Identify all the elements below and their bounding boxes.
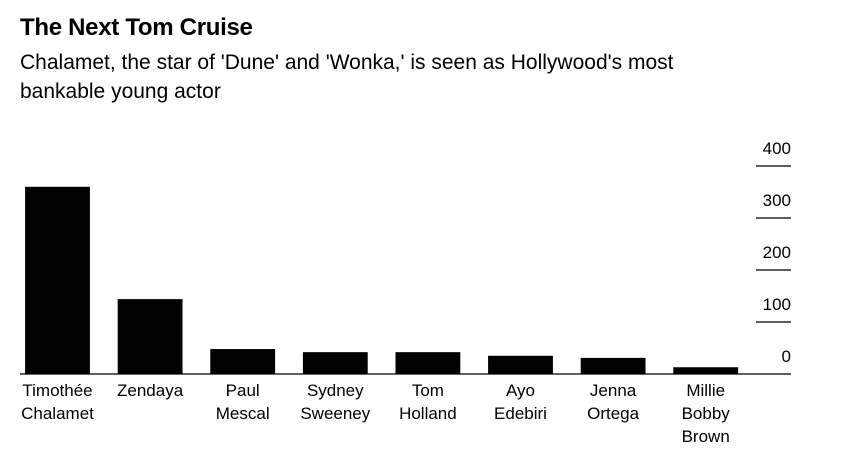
y-tick-label: 300 xyxy=(763,191,791,210)
bar xyxy=(302,352,368,374)
x-tick-label: Paul Mescal xyxy=(216,381,270,423)
x-tick-label: Sydney Sweeney xyxy=(300,381,370,423)
x-tick-label: Zendaya xyxy=(117,381,184,400)
bar xyxy=(25,186,90,374)
x-tick-label: Millie Bobby Brown xyxy=(682,381,731,446)
bar xyxy=(488,355,553,374)
y-tick-label: 200 xyxy=(763,243,791,262)
x-tick-label: Timothée Chalamet xyxy=(21,381,94,423)
y-tick-label: 100 xyxy=(763,295,791,314)
x-tick-label: Jenna Ortega xyxy=(587,381,640,423)
bar xyxy=(673,367,739,374)
bar xyxy=(395,352,461,374)
y-tick-label: 0 xyxy=(782,347,791,366)
bar xyxy=(117,299,183,374)
y-tick-label: 400 xyxy=(763,139,791,158)
chart-subtitle: Chalamet, the star of 'Dune' and 'Wonka,… xyxy=(20,51,674,103)
header: The Next Tom Cruise Chalamet, the star o… xyxy=(20,14,760,106)
bar xyxy=(210,349,276,374)
x-tick-label: Tom Holland xyxy=(399,381,457,423)
bar xyxy=(580,357,646,374)
chart-title: The Next Tom Cruise xyxy=(20,14,253,41)
x-tick-label: Ayo Edebiri xyxy=(494,381,547,423)
